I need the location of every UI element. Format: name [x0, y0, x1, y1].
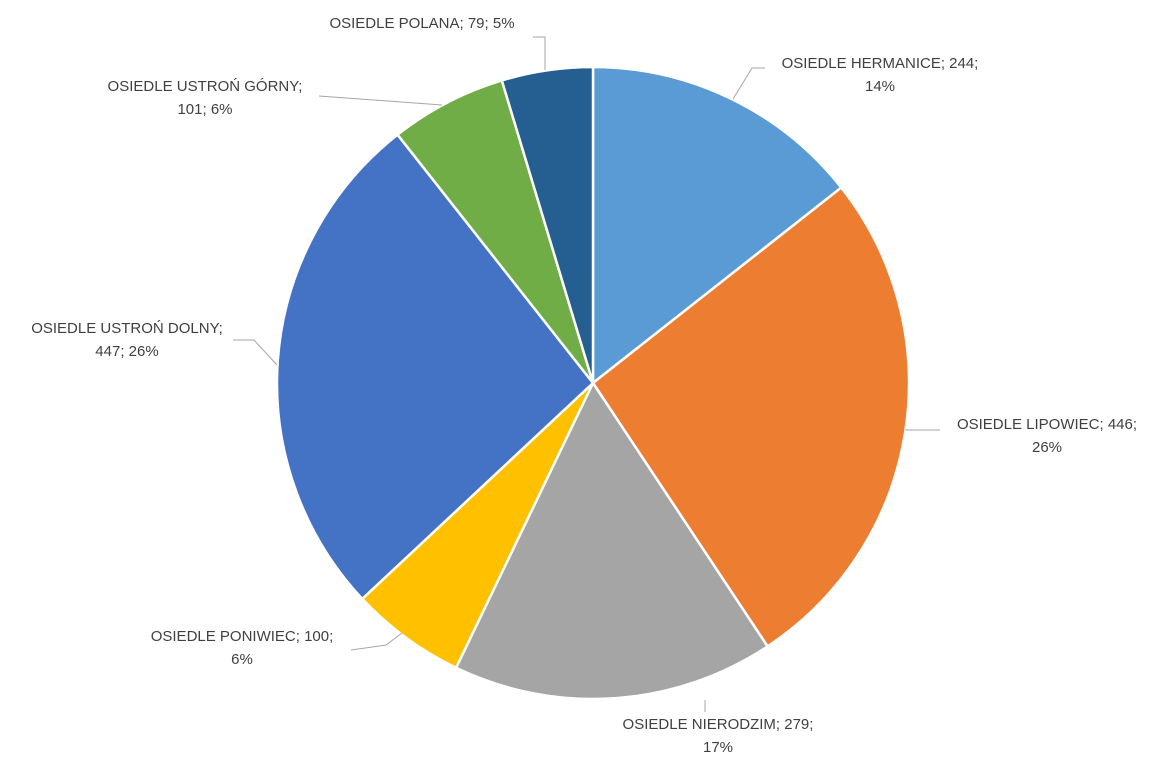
pie-slice-5: [275, 132, 595, 601]
leader-lines: [233, 36, 940, 712]
data-label-line1: OSIEDLE PONIWIEC; 100;: [151, 628, 334, 645]
pie-slice-7: [500, 65, 595, 384]
leader-line-6: [318, 95, 443, 106]
data-label-line2: 6%: [231, 651, 253, 668]
data-label-4: OSIEDLE PONIWIEC; 100; 6%: [151, 628, 334, 668]
data-label-1: OSIEDLE HERMANICE; 244; 14%: [782, 55, 979, 95]
data-label-line1: OSIEDLE USTROŃ DOLNY;: [31, 320, 223, 337]
pie-slice-3: [454, 380, 770, 701]
data-label-3: OSIEDLE NIERODZIM; 279; 17%: [623, 716, 814, 756]
data-label-line1: OSIEDLE HERMANICE; 244;: [782, 55, 979, 72]
leader-line-1: [732, 67, 765, 100]
data-label-7: OSIEDLE POLANA; 79; 5%: [329, 15, 514, 32]
data-label-line2: 101; 6%: [177, 101, 232, 118]
data-label-line2: 447; 26%: [95, 343, 158, 360]
data-label-line1: OSIEDLE USTROŃ GÓRNY;: [108, 78, 303, 95]
data-label-line1: OSIEDLE LIPOWIEC; 446;: [957, 416, 1137, 433]
data-labels: OSIEDLE HERMANICE; 244; 14% OSIEDLE LIPOWI…: [31, 15, 1137, 756]
data-label-line1: OSIEDLE NIERODZIM; 279;: [623, 716, 814, 733]
data-label-5: OSIEDLE USTROŃ DOLNY; 447; 26%: [31, 320, 223, 360]
leader-line-4: [350, 632, 403, 651]
data-label-line2: 17%: [703, 739, 733, 756]
leader-line-5: [233, 339, 278, 366]
leader-line-7: [533, 36, 546, 70]
pie-slice-1: [591, 65, 844, 386]
data-label-line2: 14%: [865, 78, 895, 95]
data-label-2: OSIEDLE LIPOWIEC; 446; 26%: [957, 416, 1137, 456]
pie-slice-2: [591, 185, 911, 649]
pie-slices: [275, 65, 911, 701]
data-label-line1: OSIEDLE POLANA; 79; 5%: [329, 15, 514, 32]
data-label-6: OSIEDLE USTROŃ GÓRNY; 101; 6%: [108, 78, 303, 118]
data-label-line2: 26%: [1032, 439, 1062, 456]
